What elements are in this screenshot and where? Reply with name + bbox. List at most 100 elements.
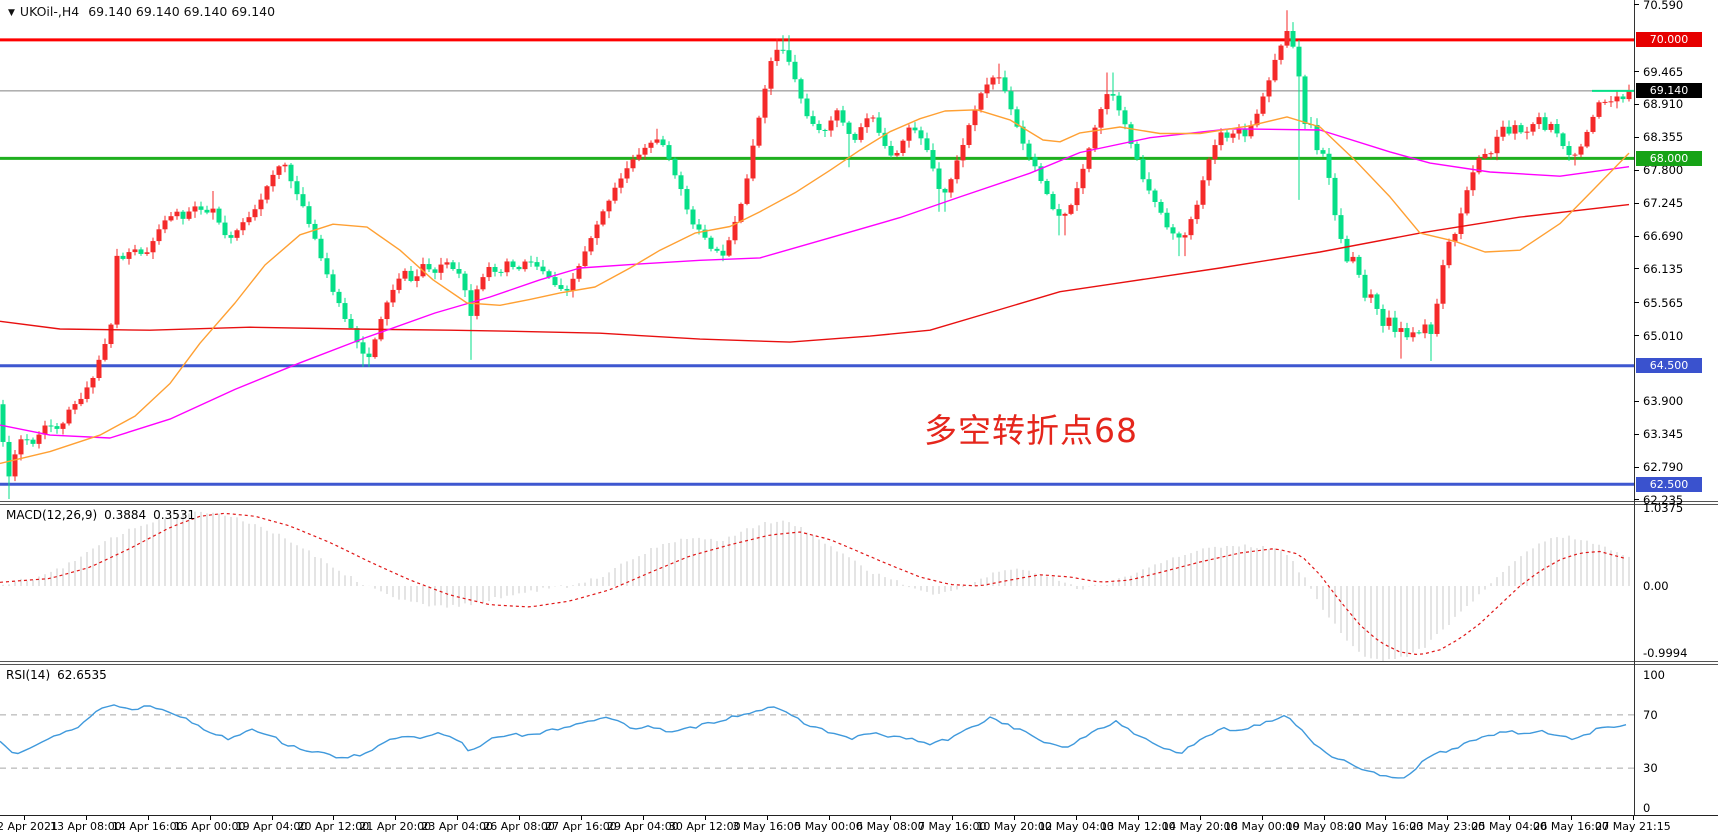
price-axis-tick: [1634, 169, 1639, 171]
rsi-axis-label: 70: [1643, 707, 1658, 722]
time-axis-label: 27 Apr 16:00: [545, 820, 617, 833]
time-axis-tick: [1633, 816, 1634, 820]
time-axis-tick: [24, 816, 25, 820]
rsi-label: RSI(14) 62.6535: [6, 668, 107, 682]
time-axis-tick: [1137, 816, 1139, 820]
panel-separator[interactable]: [0, 501, 1718, 502]
time-axis-tick: [580, 816, 582, 820]
time-axis-label: 10 May 20:00: [976, 820, 1052, 833]
macd-name: MACD(12,26,9): [6, 508, 98, 522]
time-axis-tick: [271, 816, 273, 820]
price-axis[interactable]: 70.590 69.465 68.910 68.355 67.800 67.245 66.6…: [1634, 0, 1718, 815]
price-axis-tick: [1634, 433, 1639, 435]
price-axis-tick: [1634, 103, 1639, 105]
price-axis-tick: [1634, 499, 1639, 501]
price-badge: 70.000: [1636, 32, 1702, 48]
price-axis-label: 70.590: [1643, 0, 1684, 12]
rsi-value: 62.6535: [57, 668, 107, 682]
time-axis-label: 3 May 16:00: [732, 820, 801, 833]
time-axis-label: 14 May 20:00: [1162, 820, 1238, 833]
macd-axis-label: 1.0375: [1643, 501, 1684, 516]
price-axis-tick: [1634, 71, 1639, 73]
macd-signal-line: [0, 512, 1625, 656]
rsi-indicator-panel[interactable]: RSI(14) 62.6535: [0, 665, 1634, 815]
time-axis-tick: [704, 816, 706, 820]
rsi-axis-label: 100: [1643, 668, 1665, 682]
time-axis-tick: [147, 816, 149, 820]
time-axis-tick: [952, 816, 954, 820]
price-axis-tick: [1634, 4, 1639, 6]
price-axis-border: [1634, 0, 1635, 815]
rsi-name: RSI(14): [6, 668, 51, 682]
time-axis-tick: [1447, 816, 1449, 820]
time-axis-label: 20 Apr 12:00: [297, 820, 370, 833]
macd-axis-label: 0.00: [1643, 579, 1669, 593]
time-axis-tick: [1571, 816, 1573, 820]
price-badge: 69.140: [1636, 83, 1702, 99]
symbol-quotes: 69.140 69.140 69.140 69.140: [88, 4, 276, 19]
time-axis-tick: [1385, 816, 1387, 820]
time-axis-label: 16 Apr 00:00: [173, 820, 246, 833]
macd-value-signal: 0.3531: [153, 508, 196, 522]
panel-separator[interactable]: [0, 661, 1718, 662]
macd-axis-label: -0.9994: [1643, 646, 1688, 660]
time-axis-label: 7 May 16:00: [918, 820, 987, 833]
time-axis-tick: [1323, 816, 1325, 820]
slow-ma-red: [0, 203, 1630, 343]
price-axis-tick: [1634, 202, 1639, 204]
panel-separator[interactable]: [0, 504, 1718, 505]
time-axis-label: 27 May 21:15: [1595, 820, 1671, 833]
panel-separator[interactable]: [0, 664, 1718, 665]
price-axis-tick: [1634, 136, 1639, 138]
time-axis-tick: [209, 816, 211, 820]
time-axis-label: 5 May 00:00: [794, 820, 863, 833]
time-axis-label: 26 May 16:00: [1533, 820, 1609, 833]
macd-indicator-panel[interactable]: MACD(12,26,9) 0.3884 0.3531: [0, 505, 1634, 661]
price-axis-tick: [1634, 335, 1639, 337]
collapse-ohlc-icon[interactable]: ▼: [8, 8, 15, 18]
time-axis-tick: [85, 816, 87, 820]
price-axis-tick: [1634, 235, 1639, 237]
time-axis-label: 13 Apr 08:00: [50, 820, 122, 833]
time-axis-label: 21 Apr 20:00: [359, 820, 432, 833]
time-axis-tick: [642, 816, 644, 820]
time-axis-tick: [395, 816, 397, 820]
chart-annotation-text: 多空转折点68: [924, 411, 1138, 450]
price-axis-label: 66.135: [1643, 261, 1684, 276]
time-axis-tick: [1261, 816, 1263, 820]
price-badge: 62.500: [1636, 476, 1702, 492]
price-axis-label: 62.235: [1643, 492, 1684, 507]
time-axis-tick: [457, 816, 459, 820]
time-axis-tick: [1076, 816, 1078, 820]
time-axis-border: [0, 815, 1718, 816]
mid-ma-magenta: [0, 128, 1630, 439]
main-chart-panel[interactable]: ▼ UKOil-,H4 69.140 69.140 69.140 69.140 多空…: [0, 0, 1634, 502]
time-axis-label: 6 May 08:00: [856, 820, 925, 833]
macd-histogram: [2, 511, 1630, 661]
time-axis-tick: [519, 816, 521, 820]
moving-averages: [0, 109, 1630, 465]
price-axis-tick: [1634, 268, 1639, 270]
candlestick-chart: [0, 10, 1634, 500]
time-axis-label: 30 Apr 12:00: [668, 820, 741, 833]
rsi-axis-label: 0: [1643, 801, 1651, 815]
time-axis-label: 14 Apr 16:00: [111, 820, 184, 833]
time-axis-label: 23 May 23:00: [1409, 820, 1486, 833]
macd-chart: [0, 511, 1630, 661]
time-axis-tick: [1509, 816, 1511, 820]
price-axis-label: 68.910: [1643, 97, 1684, 112]
time-axis-label: 18 May 00:00: [1223, 820, 1300, 833]
price-axis-label: 65.010: [1643, 328, 1684, 343]
price-axis-label: 67.800: [1643, 163, 1684, 178]
fast-ma-orange: [0, 109, 1630, 465]
price-axis-tick: [1634, 466, 1639, 468]
price-axis-label: 66.690: [1643, 229, 1684, 243]
price-axis-label: 67.245: [1643, 196, 1684, 211]
rsi-line: [0, 704, 1627, 779]
time-axis-label: 12 Apr 2021: [0, 820, 59, 833]
time-axis-tick: [890, 816, 892, 820]
horizontal-lines: [0, 38, 1634, 486]
price-axis-label: 68.355: [1643, 130, 1684, 145]
